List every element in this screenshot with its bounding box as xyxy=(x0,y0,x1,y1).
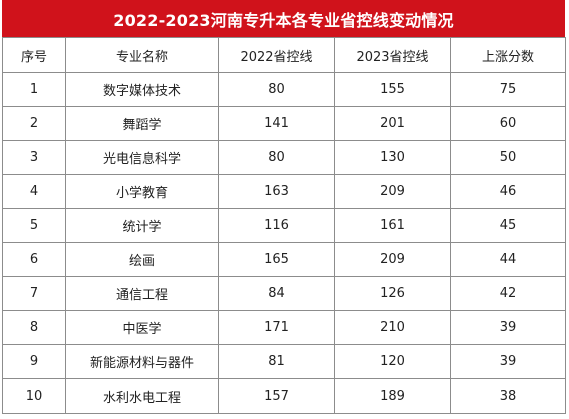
header-2022-line: 2022省控线 xyxy=(218,37,335,73)
row-2023-line: 130 xyxy=(334,140,451,175)
row-2022-line: 163 xyxy=(218,174,335,209)
row-major: 数字媒体技术 xyxy=(65,72,219,107)
row-2022-line: 165 xyxy=(218,242,335,277)
row-major: 舞蹈学 xyxy=(65,106,219,141)
table-title: 2022-2023河南专升本各专业省控线变动情况 xyxy=(2,0,565,37)
table-row: 2 舞蹈学 141 201 60 xyxy=(2,106,566,141)
row-major: 中医学 xyxy=(65,310,219,345)
header-major: 专业名称 xyxy=(65,37,219,73)
row-index: 2 xyxy=(2,106,66,141)
row-2022-line: 116 xyxy=(218,208,335,243)
row-2023-line: 189 xyxy=(334,378,451,414)
table-row: 5 统计学 116 161 45 xyxy=(2,208,566,243)
row-index: 1 xyxy=(2,72,66,107)
row-index: 8 xyxy=(2,310,66,345)
row-increase: 50 xyxy=(450,140,566,175)
score-table: 序号 专业名称 2022省控线 2023省控线 上涨分数 1 数字媒体技术 80… xyxy=(2,37,566,414)
row-index: 3 xyxy=(2,140,66,175)
row-2022-line: 141 xyxy=(218,106,335,141)
row-increase: 46 xyxy=(450,174,566,209)
row-major: 新能源材料与器件 xyxy=(65,344,219,379)
row-index: 5 xyxy=(2,208,66,243)
row-increase: 42 xyxy=(450,276,566,311)
table-row: 6 绘画 165 209 44 xyxy=(2,242,566,277)
table-row: 1 数字媒体技术 80 155 75 xyxy=(2,72,566,107)
row-2023-line: 210 xyxy=(334,310,451,345)
header-increase: 上涨分数 xyxy=(450,37,566,73)
row-major: 绘画 xyxy=(65,242,219,277)
row-major: 水利水电工程 xyxy=(65,378,219,414)
row-major: 通信工程 xyxy=(65,276,219,311)
table-row: 10 水利水电工程 157 189 38 xyxy=(2,378,566,414)
row-major: 光电信息科学 xyxy=(65,140,219,175)
row-major: 小学教育 xyxy=(65,174,219,209)
row-2023-line: 209 xyxy=(334,174,451,209)
row-major: 统计学 xyxy=(65,208,219,243)
row-2022-line: 171 xyxy=(218,310,335,345)
row-2022-line: 80 xyxy=(218,140,335,175)
row-2023-line: 120 xyxy=(334,344,451,379)
row-increase: 39 xyxy=(450,310,566,345)
row-increase: 44 xyxy=(450,242,566,277)
row-increase: 39 xyxy=(450,344,566,379)
row-index: 6 xyxy=(2,242,66,277)
row-2023-line: 209 xyxy=(334,242,451,277)
row-2022-line: 81 xyxy=(218,344,335,379)
table-row: 7 通信工程 84 126 42 xyxy=(2,276,566,311)
table-row: 3 光电信息科学 80 130 50 xyxy=(2,140,566,175)
row-2022-line: 84 xyxy=(218,276,335,311)
row-2022-line: 157 xyxy=(218,378,335,414)
header-row: 序号 专业名称 2022省控线 2023省控线 上涨分数 xyxy=(2,37,566,73)
header-index: 序号 xyxy=(2,37,66,73)
row-increase: 45 xyxy=(450,208,566,243)
row-2022-line: 80 xyxy=(218,72,335,107)
row-2023-line: 201 xyxy=(334,106,451,141)
table-row: 8 中医学 171 210 39 xyxy=(2,310,566,345)
row-increase: 75 xyxy=(450,72,566,107)
row-index: 4 xyxy=(2,174,66,209)
row-increase: 60 xyxy=(450,106,566,141)
row-2023-line: 155 xyxy=(334,72,451,107)
row-index: 10 xyxy=(2,378,66,414)
table-row: 9 新能源材料与器件 81 120 39 xyxy=(2,344,566,379)
row-2023-line: 126 xyxy=(334,276,451,311)
table-row: 4 小学教育 163 209 46 xyxy=(2,174,566,209)
header-2023-line: 2023省控线 xyxy=(334,37,451,73)
row-increase: 38 xyxy=(450,378,566,414)
row-index: 9 xyxy=(2,344,66,379)
row-2023-line: 161 xyxy=(334,208,451,243)
row-index: 7 xyxy=(2,276,66,311)
